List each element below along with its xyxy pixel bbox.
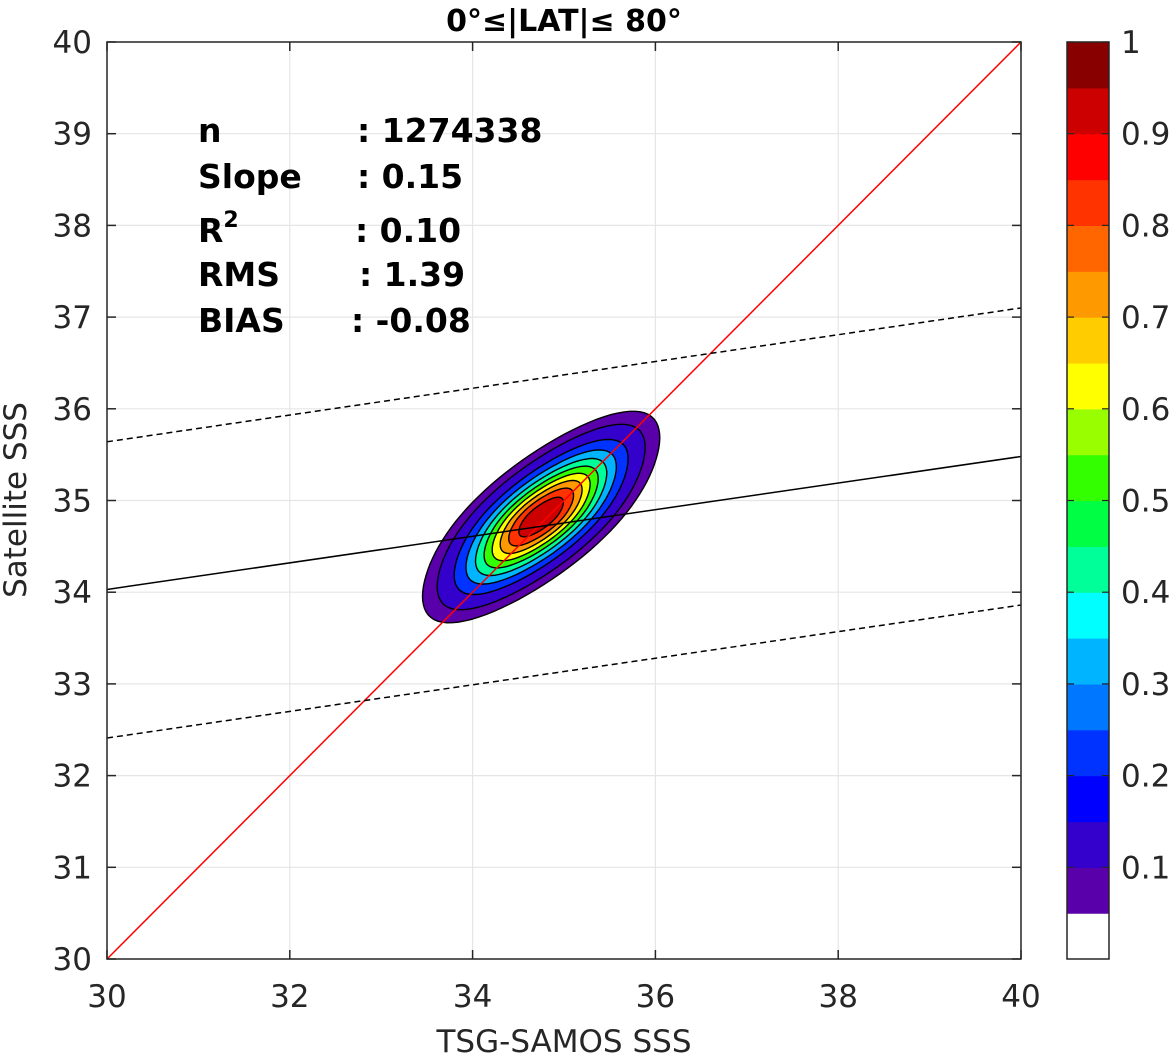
- colorbar-tick-label: 0.6: [1121, 392, 1170, 428]
- colorbar-tick-label: 0.4: [1121, 575, 1170, 611]
- y-tick-label: 34: [53, 575, 92, 611]
- x-tick-label: 40: [1001, 979, 1040, 1015]
- colorbar-segment: [1067, 821, 1109, 868]
- colorbar-segment: [1067, 454, 1109, 502]
- colorbar-segment: [1067, 913, 1109, 960]
- x-tick-label: 36: [636, 979, 675, 1015]
- colorbar-tick-label: 0.8: [1121, 208, 1170, 244]
- colorbar-segment: [1067, 42, 1109, 89]
- colorbar-segment: [1067, 408, 1109, 456]
- stat-label: RMS: [198, 255, 280, 294]
- y-tick-label: 33: [53, 667, 92, 703]
- y-tick-label: 36: [53, 392, 92, 428]
- colorbar-segment: [1067, 592, 1109, 639]
- y-tick-label: 32: [53, 759, 92, 795]
- colorbar-segment: [1067, 867, 1109, 914]
- stat-value: : 0.15: [357, 157, 463, 196]
- colorbar-segment: [1067, 271, 1109, 318]
- density-contours: [421, 410, 661, 624]
- line-upper-bound: [107, 307, 1021, 443]
- stat-value: : 1274338: [357, 111, 542, 150]
- colorbar-segment: [1067, 317, 1109, 364]
- y-tick-label: 40: [53, 25, 92, 61]
- colorbar-tick-label: 0.3: [1121, 667, 1170, 703]
- stat-label: Slope: [198, 157, 302, 196]
- y-tick-label: 31: [53, 850, 92, 886]
- stat-label: n: [198, 111, 222, 150]
- colorbar-segment: [1067, 133, 1109, 181]
- colorbar-segment: [1067, 87, 1109, 135]
- x-tick-label: 38: [818, 979, 857, 1015]
- stat-value: : -0.08: [351, 301, 471, 340]
- line-one-to-one: [107, 42, 1021, 959]
- colorbar-segment: [1067, 362, 1109, 410]
- colorbar-segment: [1067, 179, 1109, 226]
- y-tick-label: 39: [53, 117, 92, 153]
- colorbar-tick-label: 0.5: [1121, 484, 1170, 520]
- y-tick-label: 35: [53, 484, 92, 520]
- reference-lines: [107, 42, 1021, 959]
- y-tick-label: 37: [53, 300, 92, 336]
- y-axis-label: Satellite SSS: [0, 402, 34, 598]
- stat-value: : 0.10: [355, 211, 461, 250]
- stat-value: : 1.39: [359, 255, 465, 294]
- colorbar-segment: [1067, 638, 1109, 685]
- grid: [106, 41, 1022, 960]
- colorbar-segment: [1067, 729, 1109, 777]
- colorbar-tick-label: 0.1: [1121, 850, 1170, 886]
- colorbar-segment: [1067, 683, 1109, 731]
- colorbar-tick-label: 0.9: [1121, 117, 1170, 153]
- line-lower-bound: [107, 604, 1021, 739]
- x-tick-label: 34: [453, 979, 492, 1015]
- x-axis-label: TSG-SAMOS SSS: [436, 1024, 692, 1055]
- colorbar-tick-label: 0.2: [1121, 759, 1170, 795]
- x-tick-label: 30: [87, 979, 126, 1015]
- colorbar-segment: [1067, 225, 1109, 272]
- line-regression: [107, 455, 1021, 591]
- y-tick-label: 38: [53, 208, 92, 244]
- density-contour-level: [518, 496, 565, 538]
- colorbar-segment: [1067, 775, 1109, 823]
- x-tick-label: 32: [270, 979, 309, 1015]
- colorbar-tick-label: 0.7: [1121, 300, 1170, 336]
- colorbar-tick-label: 1: [1121, 25, 1141, 61]
- chart-title: 0°≤|LAT|≤ 80°: [446, 4, 682, 39]
- colorbar: 0.1 0.2 0.3 0.4 0.5 0.6 0.7 0.8 0.9 1: [1066, 25, 1170, 960]
- stat-label: BIAS: [198, 301, 285, 340]
- colorbar-segment: [1067, 546, 1109, 593]
- colorbar-segment: [1067, 500, 1109, 547]
- y-tick-label: 30: [53, 942, 92, 978]
- axis-ticks: 30 32 34 36 38 40 30 31 32 33 34 35 36 37 38 39 40: [53, 25, 1041, 1015]
